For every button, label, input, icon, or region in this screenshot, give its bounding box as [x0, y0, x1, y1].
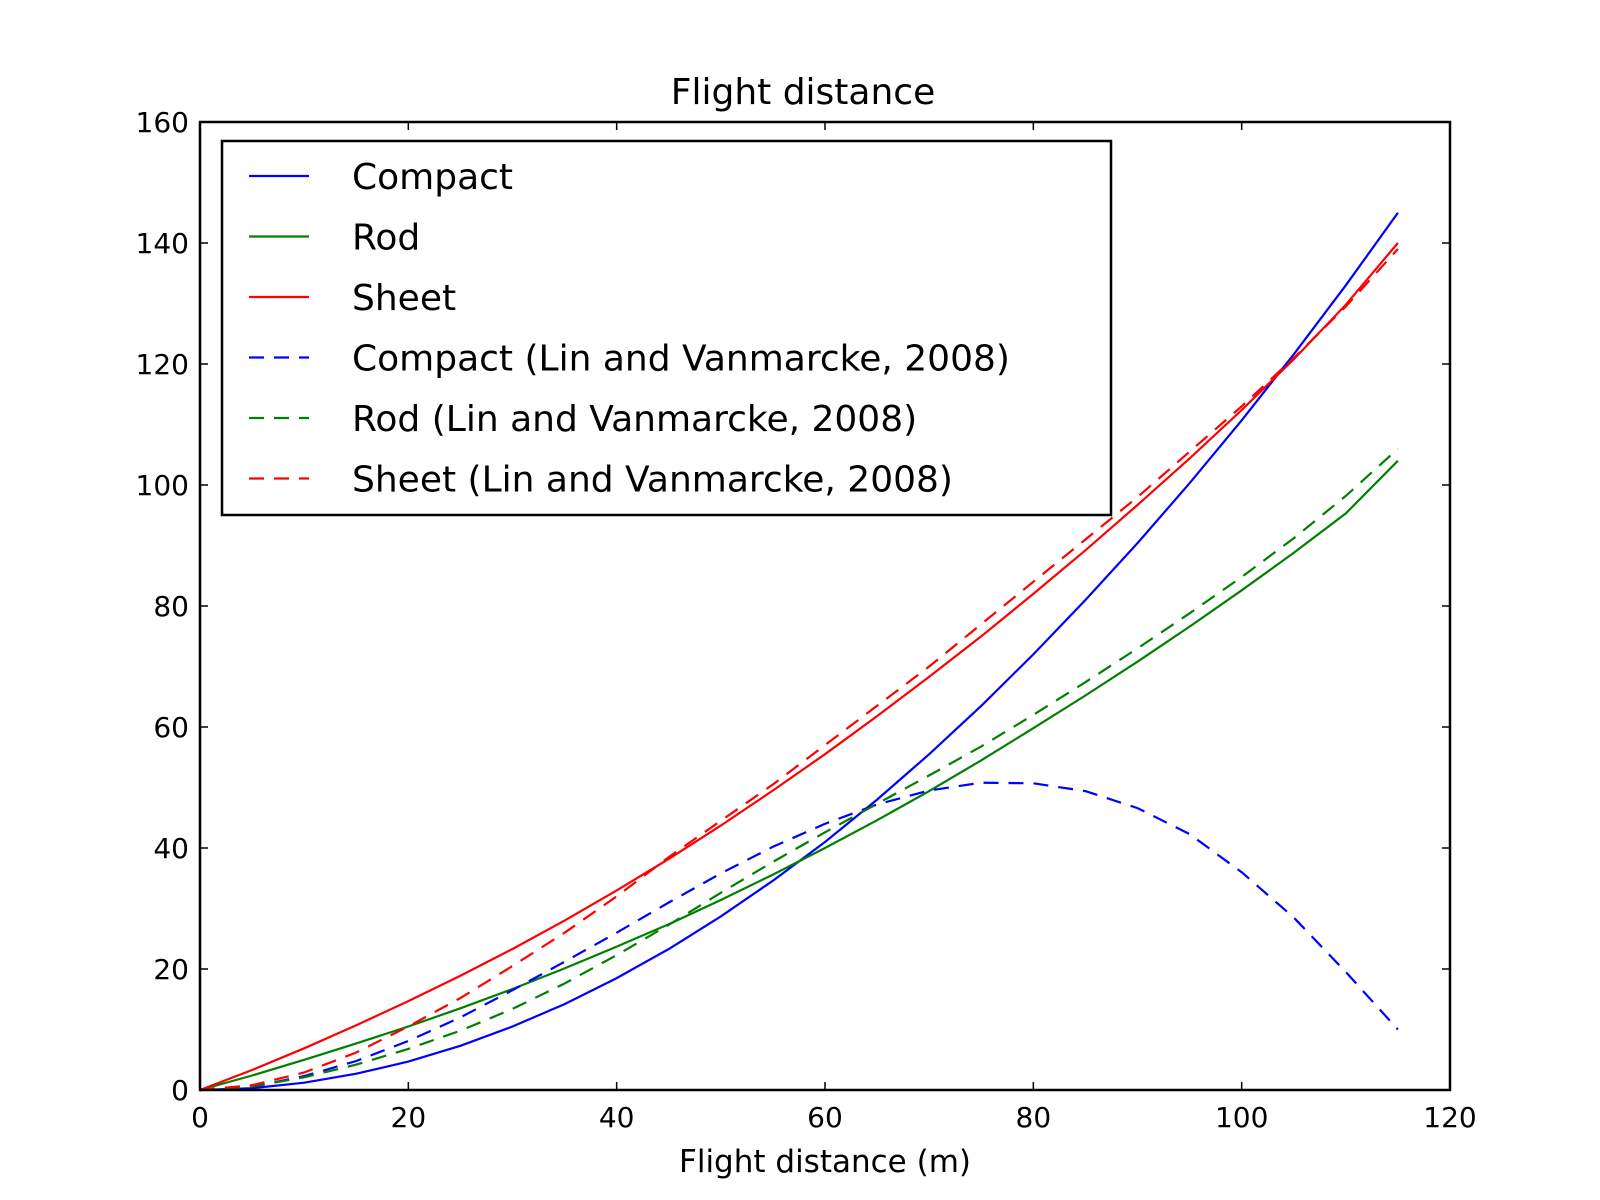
x-tick-label: 20 — [391, 1101, 427, 1134]
legend-box — [220, 139, 1113, 517]
series-line-3 — [199, 781, 1399, 1092]
series-line-2 — [199, 242, 1399, 1092]
y-tick-label: 20 — [153, 953, 189, 986]
series-line-4 — [199, 447, 1399, 1092]
y-tick-label: 80 — [153, 590, 189, 623]
x-tick-label: 100 — [1215, 1101, 1268, 1134]
x-axis-title: Flight distance (m) — [679, 1144, 971, 1180]
x-tick-label: 60 — [807, 1101, 843, 1134]
x-tick-label: 40 — [599, 1101, 635, 1134]
legend: Compact Rod Sheet Compact (Lin and Vanmarck… — [220, 139, 1113, 517]
legend-label-3: Compact (Lin and Vanmarcke, 2008) — [352, 339, 1010, 380]
legend-label-5: Sheet (Lin and Vanmarcke, 2008) — [352, 460, 953, 501]
x-tick-label: 80 — [1016, 1101, 1052, 1134]
legend-label-0: Compact — [352, 157, 513, 198]
plot-lines — [199, 212, 1399, 1092]
y-tick-label: 0 — [171, 1074, 189, 1107]
y-tick-label: 120 — [136, 348, 189, 381]
legend-label-4: Rod (Lin and Vanmarcke, 2008) — [352, 399, 917, 440]
x-tick-label: 120 — [1423, 1101, 1476, 1134]
axis-ticks: 0 20 40 60 80 100 120 0 20 40 60 80 100 120 140 160 — [136, 106, 1477, 1134]
series-line-5 — [199, 248, 1399, 1092]
x-tick-label: 0 — [191, 1101, 209, 1134]
y-tick-label: 40 — [153, 832, 189, 865]
y-tick-label: 160 — [136, 106, 189, 139]
legend-label-2: Sheet — [352, 278, 456, 319]
y-tick-label: 100 — [136, 469, 189, 502]
y-tick-label: 140 — [136, 227, 189, 260]
chart-title: Flight distance — [671, 72, 935, 113]
legend-label-1: Rod — [352, 218, 420, 259]
series-line-1 — [199, 460, 1399, 1092]
y-tick-label: 60 — [153, 711, 189, 744]
